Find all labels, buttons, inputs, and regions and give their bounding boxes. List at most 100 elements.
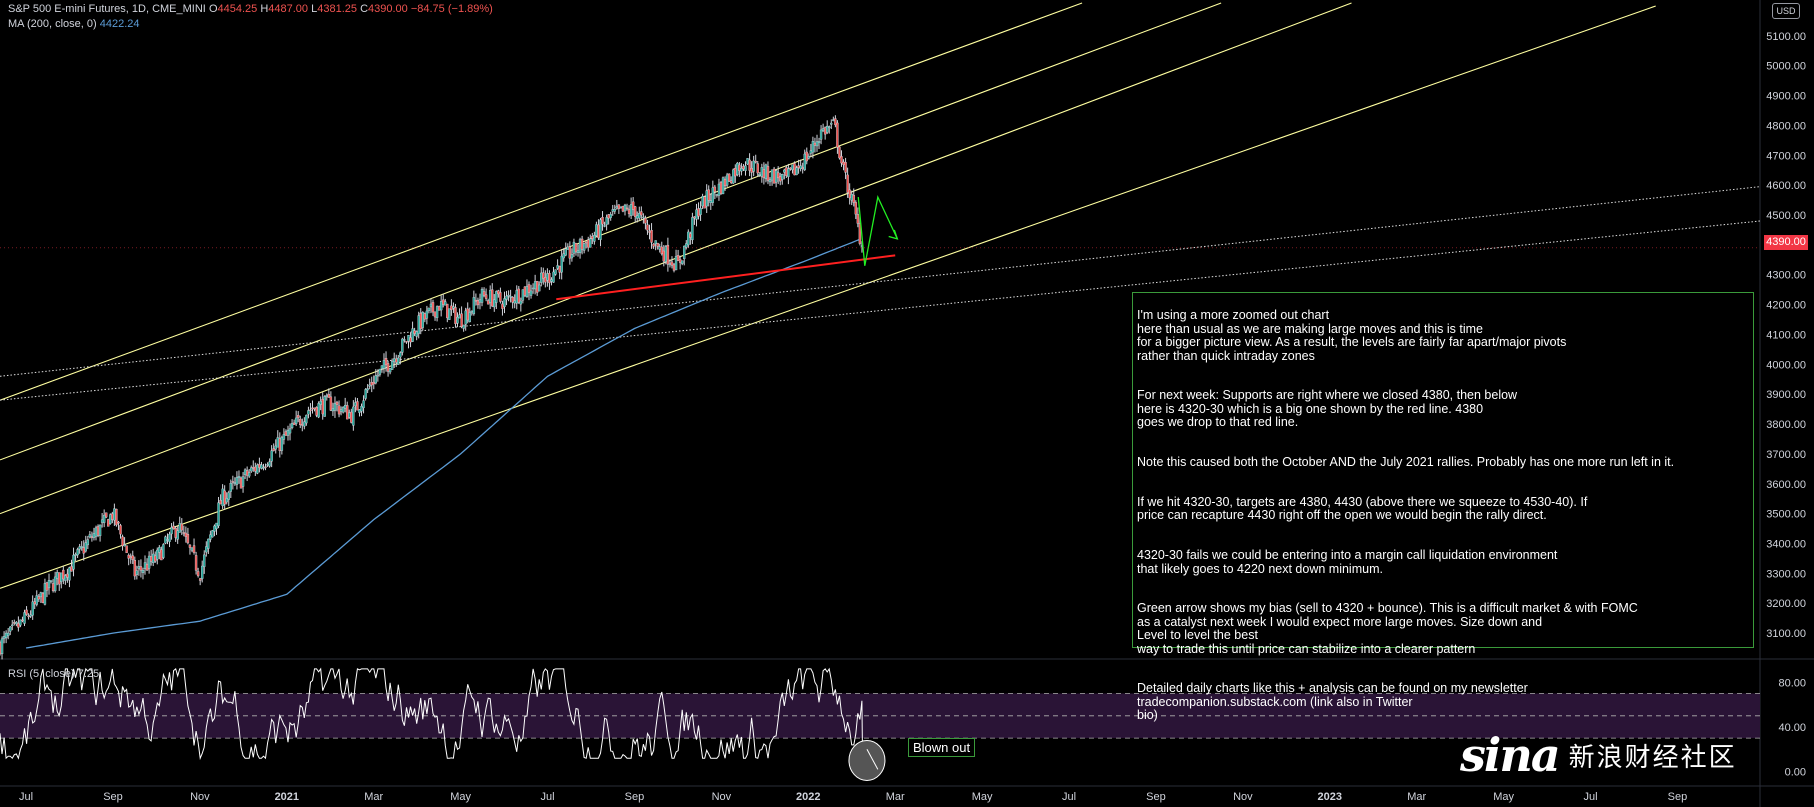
- candle: [484, 288, 488, 302]
- candle: [72, 547, 75, 577]
- candle: [137, 560, 141, 576]
- candle-body: [23, 612, 26, 624]
- candle-body: [313, 407, 316, 410]
- candle-body: [683, 245, 686, 259]
- candle-body: [417, 315, 420, 334]
- candle: [280, 435, 284, 455]
- channel-line-1[interactable]: [0, 2, 1083, 401]
- candle-body: [21, 619, 24, 622]
- candle-body: [554, 269, 557, 275]
- candle: [625, 203, 629, 211]
- candle-body: [799, 165, 802, 169]
- candle: [51, 578, 55, 593]
- candle: [192, 538, 196, 555]
- candle: [538, 281, 541, 292]
- support-line-4320[interactable]: [556, 254, 896, 301]
- candle-body: [499, 292, 502, 302]
- time-axis[interactable]: Jul Sep Nov 2021 Mar May Jul Sep Nov 2022 Mar May Ju…: [19, 791, 1687, 803]
- candle: [266, 462, 269, 467]
- currency-badge[interactable]: USD: [1772, 3, 1800, 19]
- candle-body: [605, 217, 608, 225]
- candle-body: [636, 215, 639, 219]
- candle: [515, 285, 518, 310]
- candle: [127, 553, 130, 566]
- analysis-note[interactable]: I'm using a more zoomed out chart here t…: [1132, 292, 1754, 722]
- rsi-axis[interactable]: 0.00 40.00 80.00: [1778, 677, 1806, 778]
- channel-line-2[interactable]: [0, 2, 1222, 461]
- candle-body: [203, 554, 206, 567]
- bias-arrow-path[interactable]: [857, 195, 898, 266]
- candle-body: [717, 183, 721, 196]
- candle-body: [439, 301, 443, 311]
- candle: [25, 606, 28, 616]
- blown-out-circle[interactable]: [848, 739, 886, 781]
- candle: [599, 217, 602, 247]
- candle-body: [801, 167, 804, 170]
- blown-out-callout[interactable]: Blown out: [908, 738, 976, 757]
- candle-body: [488, 290, 492, 303]
- candle-body: [233, 482, 237, 484]
- candle-body: [672, 264, 676, 271]
- candle-body: [96, 526, 100, 536]
- candle: [86, 535, 90, 550]
- candle-body: [795, 167, 798, 176]
- candle-body: [401, 338, 404, 353]
- dotted-trend-line-2[interactable]: [0, 220, 1761, 401]
- candle: [35, 590, 38, 607]
- candle-body: [734, 168, 737, 177]
- candle: [850, 190, 853, 206]
- candle: [378, 368, 382, 377]
- watermark-text: 新浪财经社区: [1568, 741, 1737, 772]
- dotted-trend-line-1[interactable]: [0, 186, 1761, 377]
- candle-body: [568, 246, 572, 259]
- candle: [705, 184, 708, 213]
- candle-body: [109, 514, 112, 524]
- candle: [701, 193, 704, 210]
- time-tick-label: Sep: [1668, 791, 1688, 803]
- candle-body: [215, 522, 218, 529]
- candle-body: [368, 384, 371, 387]
- candle-body: [311, 407, 314, 410]
- candle: [819, 125, 823, 145]
- candle-body: [805, 151, 808, 162]
- candle: [564, 242, 567, 257]
- candle-body: [178, 523, 181, 533]
- candle-body: [515, 290, 518, 304]
- candle-body: [160, 549, 163, 561]
- rsi-pane[interactable]: [0, 667, 1760, 781]
- candle-body: [386, 363, 390, 372]
- candle: [572, 238, 576, 258]
- ma-200-line[interactable]: [25, 238, 861, 649]
- rsi-line[interactable]: [0, 667, 864, 764]
- candle: [92, 527, 96, 541]
- candle: [815, 134, 819, 152]
- price-axis[interactable]: 3100.00 3200.00 3300.00 3400.00 3500.00 3600.…: [1766, 31, 1806, 640]
- candle-body: [501, 303, 504, 309]
- candle: [654, 240, 657, 251]
- candle-body: [450, 305, 453, 310]
- candle: [100, 513, 104, 528]
- candle: [776, 166, 780, 184]
- candle-body: [858, 223, 862, 244]
- candle: [6, 627, 10, 640]
- candle: [407, 335, 410, 349]
- candle: [372, 375, 375, 390]
- price-tick-label: 3100.00: [1766, 628, 1806, 640]
- candle: [623, 203, 627, 216]
- time-tick-label: Nov: [712, 791, 732, 803]
- candle-body: [754, 160, 757, 163]
- candle: [294, 410, 298, 427]
- channel-line-4[interactable]: [0, 5, 1656, 589]
- candle: [683, 245, 686, 266]
- candle-body: [305, 414, 308, 424]
- candle: [331, 402, 335, 417]
- price-tick-label: 3900.00: [1766, 389, 1806, 401]
- candle: [713, 184, 717, 200]
- candle: [856, 207, 860, 228]
- candle: [627, 205, 631, 218]
- candle: [78, 543, 81, 554]
- candle: [80, 541, 83, 551]
- candle-body: [484, 294, 488, 299]
